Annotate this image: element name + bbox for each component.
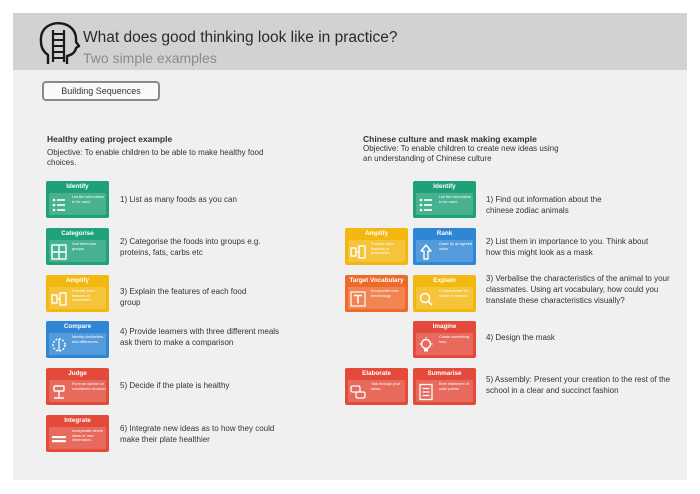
card-label: Imagine (432, 323, 457, 330)
right-example-title: Chinese culture and mask making example (363, 134, 537, 144)
card-description: Sort items into groups. (72, 242, 97, 251)
summarise-card: Summarise Brief statement of main points… (413, 368, 476, 405)
categorise-card: Categorise Sort items into groups. (46, 228, 109, 265)
left-step-1: 1) List as many foods as you can (120, 195, 237, 204)
card-description: Communicate the cause or reasons. (439, 289, 470, 298)
card-body (416, 380, 473, 402)
right-step-3: 3) Verbalise the characteristics of the … (486, 274, 670, 305)
card-label: Summarise (427, 370, 462, 377)
card-description: List the information to be used. (439, 195, 472, 204)
card-label: Compare (63, 323, 92, 330)
card-description: Brief statement of main points. (439, 382, 469, 391)
amplify-card: Amplify Provide more features or informa… (46, 275, 109, 312)
card-description: Incorporate new terminology. (371, 289, 399, 298)
card-description: Provide more features or information. (72, 289, 95, 303)
page-panel: What does good thinking look like in pra… (13, 13, 687, 480)
card-description: Create something new. (439, 335, 469, 344)
card-label: Amplify (364, 230, 389, 237)
card-label: Integrate (64, 417, 91, 424)
card-description: List the information to be used. (72, 195, 105, 204)
elaborate-card: Elaborate Talk through your ideas. (345, 368, 408, 405)
card-body (348, 380, 405, 402)
judge-card: Judge Form an opinion or considered deci… (46, 368, 109, 405)
rank-arrow-icon (420, 244, 432, 260)
page-subtitle: Two simple examples (83, 50, 217, 66)
card-label: Target Vocabulary (349, 277, 404, 284)
head-ladder-icon (39, 22, 81, 64)
card-body (416, 240, 473, 262)
card-body (416, 333, 473, 355)
target-vocabulary-card: Target Vocabulary Incorporate new termin… (345, 275, 408, 312)
compare-icon (52, 338, 66, 352)
compare-card: Compare Identify similarities and differ… (46, 321, 109, 358)
card-description: Order by an agreed value. (439, 242, 472, 251)
card-description: Talk through your ideas. (371, 382, 401, 391)
amplify-icon (51, 292, 67, 306)
gavel-icon (53, 385, 65, 399)
right-step-4: 4) Design the mask (486, 333, 555, 342)
magnifier-icon (419, 292, 433, 306)
card-label: Identify (66, 183, 89, 190)
card-label: Explain (433, 277, 456, 284)
right-step-1: 1) Find out information about the chines… (486, 195, 602, 215)
explain-card: Explain Communicate the cause or reasons… (413, 275, 476, 312)
card-label: Identify (433, 183, 456, 190)
list-icon (52, 198, 65, 212)
imagine-card: Imagine Create something new. (413, 321, 476, 358)
amplify-icon (350, 245, 366, 259)
left-step-3: 3) Explain the features of each food gro… (120, 287, 247, 307)
left-example-title: Healthy eating project example (47, 134, 173, 144)
text-t-icon (350, 291, 366, 307)
document-icon (419, 383, 433, 401)
card-body (49, 427, 106, 449)
card-label: Amplify (65, 277, 90, 284)
amplify-card: Amplify Provide more features or informa… (345, 228, 408, 265)
left-step-2: 2) Categorise the foods into groups e.g.… (120, 237, 261, 257)
integrate-card: Integrate Incorporate others ideas or ne… (46, 415, 109, 452)
card-description: Identify similarities and differences. (72, 335, 104, 344)
lightbulb-icon (419, 337, 433, 352)
identify-card: Identify List the information to be used… (413, 181, 476, 218)
left-step-6: 6) Integrate new ideas as to how they co… (120, 424, 275, 444)
speech-bubbles-icon (350, 385, 366, 399)
card-label: Categorise (61, 230, 94, 237)
card-description: Incorporate others ideas or new informat… (72, 429, 103, 443)
page-title: What does good thinking look like in pra… (83, 29, 398, 46)
card-description: Form an opinion or considered decision. (72, 382, 107, 391)
integrate-icon (52, 436, 66, 443)
header-banner: What does good thinking look like in pra… (13, 13, 687, 70)
rank-card: Rank Order by an agreed value. (413, 228, 476, 265)
grid-icon (51, 244, 67, 260)
left-step-5: 5) Decide if the plate is healthy (120, 381, 230, 390)
identify-card: Identify List the information to be used… (46, 181, 109, 218)
building-sequences-button[interactable]: Building Sequences (42, 81, 160, 101)
card-label: Judge (68, 370, 87, 377)
card-label: Elaborate (362, 370, 391, 377)
card-label: Rank (436, 230, 453, 237)
right-objective: Objective: To enable children to create … (363, 144, 559, 163)
right-step-2: 2) List them in importance to you. Think… (486, 237, 649, 257)
list-icon (419, 198, 432, 212)
left-step-4: 4) Provide learners with three different… (120, 327, 280, 347)
right-step-5: 5) Assembly: Present your creation to th… (486, 375, 671, 395)
card-description: Provide more features or information. (371, 242, 394, 256)
left-objective: Objective: To enable children to be able… (47, 148, 264, 167)
